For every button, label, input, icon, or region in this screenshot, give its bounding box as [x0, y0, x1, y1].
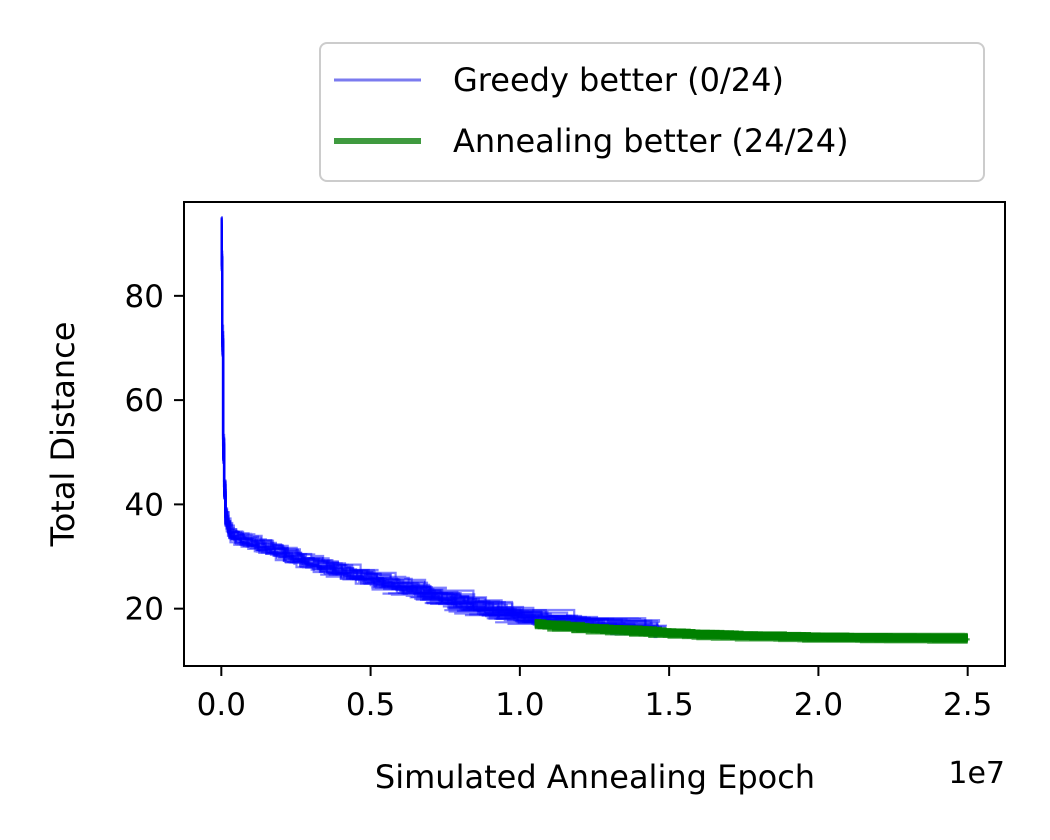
series-run-line — [220, 226, 654, 633]
series-annealing — [534, 619, 970, 644]
legend-annealing-label: Annealing better (24/24) — [453, 122, 849, 160]
series-run-line — [220, 216, 658, 626]
y-axis-label: Total Distance — [44, 322, 82, 548]
series-run-line — [220, 223, 649, 631]
series-run-line — [220, 224, 656, 633]
legend: Greedy better (0/24) Annealing better (2… — [319, 42, 985, 182]
x-axis-offset-label: 1e7 — [948, 756, 1005, 791]
series-run-line — [220, 219, 667, 627]
series-run-line — [220, 225, 650, 635]
x-axis: 0.0 0.5 1.0 1.5 2.0 2.5 — [197, 666, 992, 723]
series-run-line — [220, 217, 647, 628]
series-greedy — [220, 216, 667, 639]
x-axis-label: Simulated Annealing Epoch — [375, 758, 815, 796]
y-tick-label: 80 — [125, 279, 164, 315]
x-tick-label: 2.0 — [794, 687, 843, 723]
series-run-line — [220, 219, 666, 628]
series-run-line — [220, 228, 652, 634]
series-run-line — [220, 224, 630, 632]
series-run-line — [220, 223, 662, 633]
y-tick-label: 60 — [125, 383, 164, 419]
x-tick-label: 0.5 — [346, 687, 395, 723]
series-run-line — [220, 223, 636, 633]
series-run-line — [220, 219, 659, 626]
y-tick-label: 20 — [125, 592, 164, 628]
plot-area-frame — [183, 201, 1006, 667]
legend-greedy-label: Greedy better (0/24) — [453, 61, 784, 99]
x-tick-label: 0.0 — [197, 687, 246, 723]
series-run-line — [534, 621, 968, 640]
series-run-line — [220, 225, 650, 635]
series-run-line — [220, 225, 655, 632]
x-tick-label: 1.5 — [644, 687, 693, 723]
series-layer — [220, 216, 970, 644]
x-tick-label: 2.5 — [943, 687, 992, 723]
y-tick-label: 40 — [125, 487, 164, 523]
series-run-line — [220, 221, 655, 628]
x-tick-label: 1.0 — [495, 687, 544, 723]
y-axis: 20 40 60 80 — [125, 279, 184, 628]
series-run-line — [220, 221, 662, 629]
series-run-line — [220, 224, 655, 633]
series-run-line — [220, 217, 659, 628]
series-run-line — [220, 226, 648, 636]
series-run-line — [220, 227, 658, 639]
series-run-line — [220, 218, 659, 626]
legend-box — [319, 42, 985, 182]
